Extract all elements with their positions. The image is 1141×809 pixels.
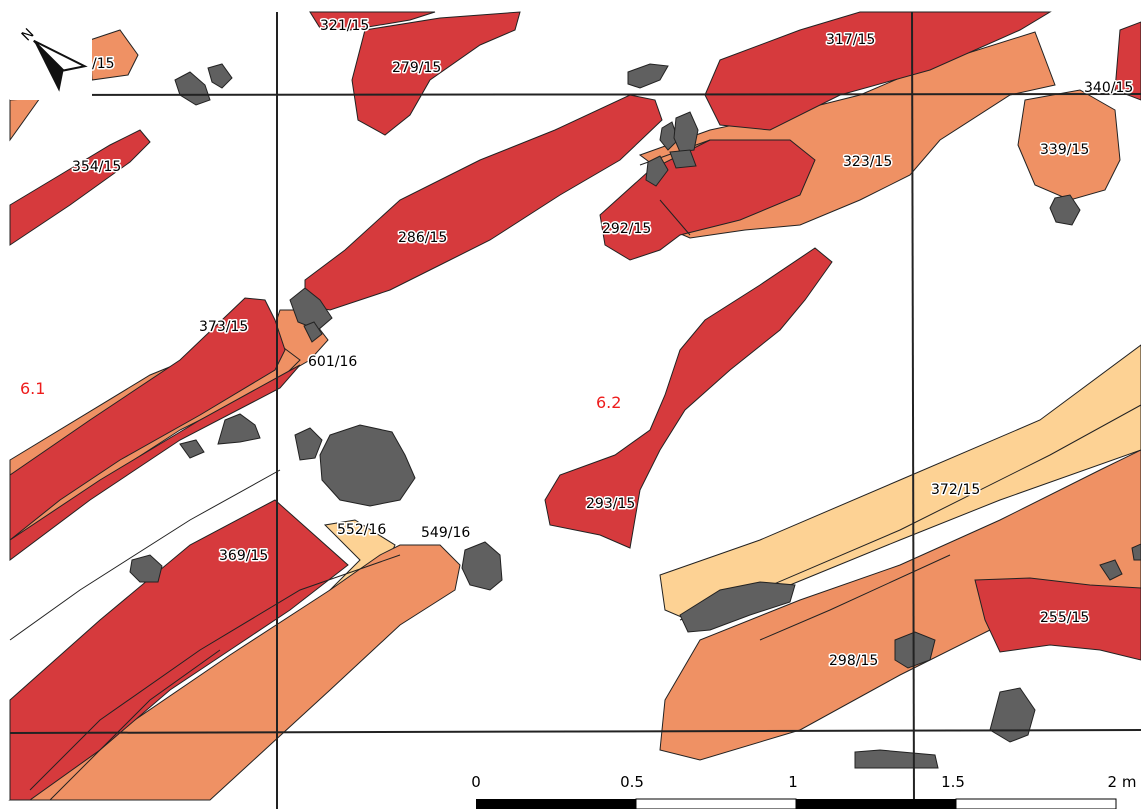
stone xyxy=(174,71,211,106)
scale-segment-1 xyxy=(476,799,636,809)
stone xyxy=(1131,543,1141,561)
feature-293-15 xyxy=(544,247,833,549)
feature-340-15 xyxy=(1114,21,1141,101)
feature-321-15 xyxy=(309,11,436,31)
stone xyxy=(217,413,261,445)
feature-255-15 xyxy=(974,577,1141,661)
scale-label-1: 1 xyxy=(788,773,798,791)
grid-line xyxy=(9,93,1141,96)
north-arrow-left-half xyxy=(33,40,64,92)
stone xyxy=(1049,194,1081,226)
label-255-15: 255/15 xyxy=(1040,610,1089,626)
stone xyxy=(1099,559,1123,581)
feature-292-15 xyxy=(599,139,816,261)
label-279-15: 279/15 xyxy=(392,60,441,76)
label-partial-15: /15 xyxy=(92,56,115,72)
label-339-15: 339/15 xyxy=(1040,142,1089,158)
label-323-15: 323/15 xyxy=(843,154,892,170)
north-arrow-right-half xyxy=(33,39,88,72)
feature-labels: 321/15 279/15 317/15 340/15 339/15 323/1… xyxy=(71,17,1135,671)
label-369-15: 369/15 xyxy=(219,548,268,564)
feature-549-16 xyxy=(8,544,461,801)
label-552-16: 552/16 xyxy=(337,522,386,538)
label-321-15: 321/15 xyxy=(320,18,369,34)
feature-orange-top-left xyxy=(89,29,139,81)
grid-lines xyxy=(9,11,1141,809)
stone xyxy=(129,554,163,583)
feature-orange-nw xyxy=(9,97,42,142)
scale-segment-3 xyxy=(796,799,956,809)
scale-bar: 0 0.5 1 1.5 2 m xyxy=(471,773,1136,809)
label-317-15: 317/15 xyxy=(826,32,875,48)
label-354-15: 354/15 xyxy=(72,159,121,175)
stone xyxy=(319,424,416,507)
label-286-15: 286/15 xyxy=(398,230,447,246)
stone xyxy=(673,111,699,153)
stone xyxy=(854,749,939,769)
stone xyxy=(645,155,669,187)
stone xyxy=(679,581,796,633)
feature-339-15 xyxy=(1017,89,1121,201)
label-340-15: 340/15 xyxy=(1084,80,1133,96)
scale-label-0: 0 xyxy=(471,773,481,791)
stone xyxy=(289,287,333,331)
scale-label-1-5: 1.5 xyxy=(941,773,965,791)
scale-segment-2 xyxy=(635,798,797,809)
stone xyxy=(207,63,233,89)
stone xyxy=(627,63,669,89)
label-373-15: 373/15 xyxy=(199,319,248,335)
grid-line xyxy=(911,11,915,809)
stone xyxy=(461,541,503,591)
scale-label-2m: 2 m xyxy=(1108,773,1137,791)
feature-373-15-lower xyxy=(9,364,301,561)
stone xyxy=(294,427,323,461)
feature-286-15 xyxy=(304,94,663,311)
scale-label-0-5: 0.5 xyxy=(620,773,644,791)
stone xyxy=(659,121,679,151)
grid-line xyxy=(9,729,1141,734)
stone xyxy=(179,439,205,459)
label-372-15: 372/15 xyxy=(931,482,980,498)
stone xyxy=(669,149,697,169)
stones xyxy=(129,63,1141,769)
feature-317-15 xyxy=(704,11,1052,131)
label-549-16: 549/16 xyxy=(421,525,470,541)
feature-279-15 xyxy=(351,11,521,136)
map-features xyxy=(8,11,1141,801)
area-label-6-1: 6.1 xyxy=(20,379,45,398)
stone xyxy=(303,321,323,343)
scale-segment-4 xyxy=(955,798,1117,809)
label-292-15: 292/15 xyxy=(602,221,651,237)
feature-354-15 xyxy=(9,129,151,246)
label-293-15: 293/15 xyxy=(586,496,635,512)
area-labels: 6.1 6.2 xyxy=(20,379,621,412)
feature-373-15 xyxy=(9,297,286,542)
label-601-16: 601/16 xyxy=(308,354,357,370)
label-298-15: 298/15 xyxy=(829,653,878,669)
stone xyxy=(894,631,936,669)
area-label-6-2: 6.2 xyxy=(596,393,621,412)
stone xyxy=(989,687,1036,743)
